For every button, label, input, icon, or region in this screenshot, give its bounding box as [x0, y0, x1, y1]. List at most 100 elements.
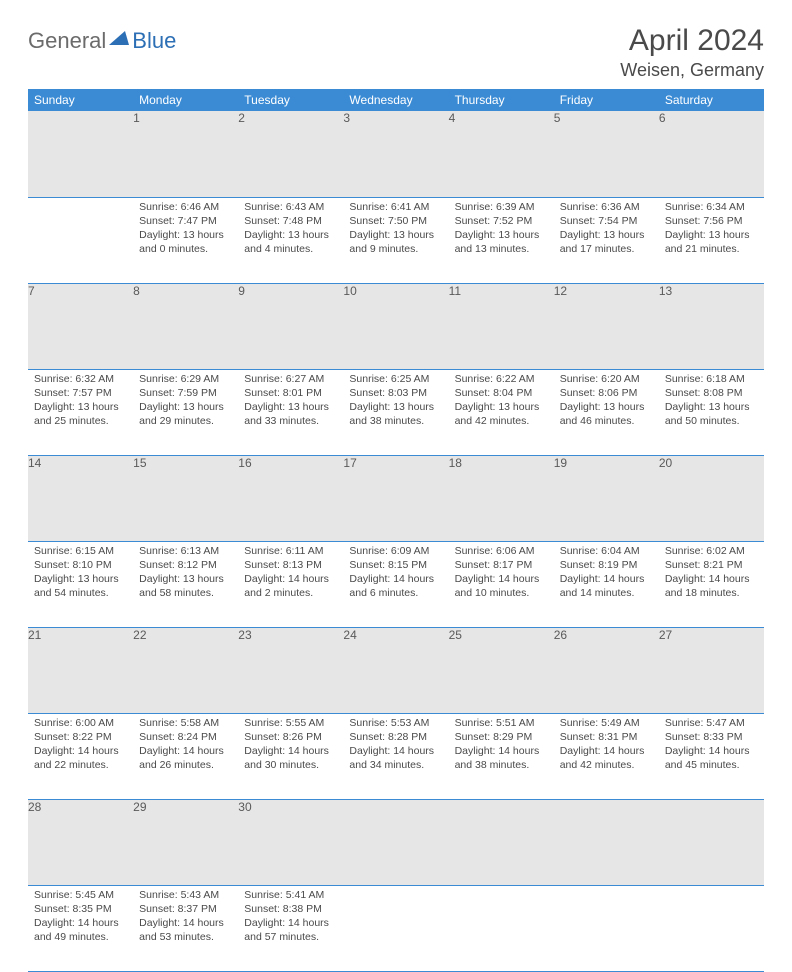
day-line-d1: Daylight: 14 hours — [34, 744, 127, 758]
day-content: Sunrise: 5:58 AMSunset: 8:24 PMDaylight:… — [133, 714, 238, 779]
day-line-d2: and 25 minutes. — [34, 414, 127, 428]
day-cell: Sunrise: 6:29 AMSunset: 7:59 PMDaylight:… — [133, 369, 238, 455]
day-number: 8 — [133, 283, 238, 369]
day-line-d1: Daylight: 14 hours — [455, 572, 548, 586]
day-number — [554, 799, 659, 885]
day-line-d1: Daylight: 13 hours — [34, 572, 127, 586]
day-number: 25 — [449, 627, 554, 713]
logo-triangle-icon — [109, 31, 129, 45]
day-line-ss: Sunset: 8:17 PM — [455, 558, 548, 572]
day-line-d1: Daylight: 14 hours — [34, 916, 127, 930]
day-line-sr: Sunrise: 6:22 AM — [455, 372, 548, 386]
day-content: Sunrise: 6:34 AMSunset: 7:56 PMDaylight:… — [659, 198, 764, 263]
day-line-ss: Sunset: 7:57 PM — [34, 386, 127, 400]
day-number: 13 — [659, 283, 764, 369]
day-content: Sunrise: 6:25 AMSunset: 8:03 PMDaylight:… — [343, 370, 448, 435]
day-line-d2: and 9 minutes. — [349, 242, 442, 256]
day-line-d1: Daylight: 13 hours — [139, 228, 232, 242]
day-line-d1: Daylight: 13 hours — [665, 228, 758, 242]
day-content: Sunrise: 6:32 AMSunset: 7:57 PMDaylight:… — [28, 370, 133, 435]
day-number — [449, 799, 554, 885]
day-line-d2: and 17 minutes. — [560, 242, 653, 256]
day-line-sr: Sunrise: 6:43 AM — [244, 200, 337, 214]
day-line-sr: Sunrise: 5:41 AM — [244, 888, 337, 902]
day-content: Sunrise: 6:04 AMSunset: 8:19 PMDaylight:… — [554, 542, 659, 607]
day-line-d1: Daylight: 13 hours — [349, 400, 442, 414]
day-line-sr: Sunrise: 5:45 AM — [34, 888, 127, 902]
day-content: Sunrise: 6:02 AMSunset: 8:21 PMDaylight:… — [659, 542, 764, 607]
day-cell: Sunrise: 6:11 AMSunset: 8:13 PMDaylight:… — [238, 541, 343, 627]
day-cell: Sunrise: 6:04 AMSunset: 8:19 PMDaylight:… — [554, 541, 659, 627]
day-number: 29 — [133, 799, 238, 885]
day-line-d2: and 0 minutes. — [139, 242, 232, 256]
day-line-d1: Daylight: 13 hours — [560, 228, 653, 242]
day-content: Sunrise: 6:22 AMSunset: 8:04 PMDaylight:… — [449, 370, 554, 435]
day-content: Sunrise: 5:53 AMSunset: 8:28 PMDaylight:… — [343, 714, 448, 779]
day-line-d1: Daylight: 14 hours — [665, 572, 758, 586]
week-row: Sunrise: 6:32 AMSunset: 7:57 PMDaylight:… — [28, 369, 764, 455]
day-line-sr: Sunrise: 6:11 AM — [244, 544, 337, 558]
day-number: 26 — [554, 627, 659, 713]
day-number: 1 — [133, 111, 238, 197]
day-line-sr: Sunrise: 6:29 AM — [139, 372, 232, 386]
day-cell: Sunrise: 6:34 AMSunset: 7:56 PMDaylight:… — [659, 197, 764, 283]
day-number: 14 — [28, 455, 133, 541]
day-line-sr: Sunrise: 6:34 AM — [665, 200, 758, 214]
day-line-d2: and 42 minutes. — [560, 758, 653, 772]
day-number: 10 — [343, 283, 448, 369]
day-cell: Sunrise: 5:49 AMSunset: 8:31 PMDaylight:… — [554, 713, 659, 799]
day-line-d2: and 33 minutes. — [244, 414, 337, 428]
day-number — [343, 799, 448, 885]
day-line-d1: Daylight: 13 hours — [665, 400, 758, 414]
calendar-body: 123456Sunrise: 6:46 AMSunset: 7:47 PMDay… — [28, 111, 764, 971]
day-line-sr: Sunrise: 6:20 AM — [560, 372, 653, 386]
day-cell — [659, 885, 764, 971]
day-number: 22 — [133, 627, 238, 713]
day-line-sr: Sunrise: 5:58 AM — [139, 716, 232, 730]
day-line-d1: Daylight: 14 hours — [560, 572, 653, 586]
weekday-header: Friday — [554, 89, 659, 111]
day-content: Sunrise: 5:43 AMSunset: 8:37 PMDaylight:… — [133, 886, 238, 951]
day-line-d1: Daylight: 13 hours — [349, 228, 442, 242]
day-number: 4 — [449, 111, 554, 197]
day-cell: Sunrise: 5:45 AMSunset: 8:35 PMDaylight:… — [28, 885, 133, 971]
day-line-sr: Sunrise: 6:27 AM — [244, 372, 337, 386]
day-line-d1: Daylight: 14 hours — [349, 572, 442, 586]
day-number: 6 — [659, 111, 764, 197]
day-line-d1: Daylight: 14 hours — [139, 916, 232, 930]
day-content: Sunrise: 6:46 AMSunset: 7:47 PMDaylight:… — [133, 198, 238, 263]
weekday-header: Tuesday — [238, 89, 343, 111]
daynum-row: 14151617181920 — [28, 455, 764, 541]
day-cell — [554, 885, 659, 971]
day-number — [28, 111, 133, 197]
day-content: Sunrise: 6:29 AMSunset: 7:59 PMDaylight:… — [133, 370, 238, 435]
day-number: 7 — [28, 283, 133, 369]
day-cell: Sunrise: 5:51 AMSunset: 8:29 PMDaylight:… — [449, 713, 554, 799]
day-line-ss: Sunset: 7:50 PM — [349, 214, 442, 228]
day-content: Sunrise: 6:41 AMSunset: 7:50 PMDaylight:… — [343, 198, 448, 263]
day-line-d1: Daylight: 14 hours — [244, 572, 337, 586]
day-line-d2: and 49 minutes. — [34, 930, 127, 944]
day-line-ss: Sunset: 7:56 PM — [665, 214, 758, 228]
week-row: Sunrise: 6:15 AMSunset: 8:10 PMDaylight:… — [28, 541, 764, 627]
day-number — [659, 799, 764, 885]
day-cell: Sunrise: 6:22 AMSunset: 8:04 PMDaylight:… — [449, 369, 554, 455]
day-line-sr: Sunrise: 6:09 AM — [349, 544, 442, 558]
day-line-d2: and 22 minutes. — [34, 758, 127, 772]
day-line-d2: and 42 minutes. — [455, 414, 548, 428]
day-cell: Sunrise: 6:32 AMSunset: 7:57 PMDaylight:… — [28, 369, 133, 455]
day-content: Sunrise: 6:18 AMSunset: 8:08 PMDaylight:… — [659, 370, 764, 435]
day-cell — [449, 885, 554, 971]
logo-text-blue: Blue — [132, 28, 176, 54]
calendar-head: SundayMondayTuesdayWednesdayThursdayFrid… — [28, 89, 764, 111]
day-cell: Sunrise: 6:20 AMSunset: 8:06 PMDaylight:… — [554, 369, 659, 455]
day-line-ss: Sunset: 7:47 PM — [139, 214, 232, 228]
day-line-ss: Sunset: 8:31 PM — [560, 730, 653, 744]
day-line-d2: and 45 minutes. — [665, 758, 758, 772]
day-content: Sunrise: 6:00 AMSunset: 8:22 PMDaylight:… — [28, 714, 133, 779]
weekday-header: Monday — [133, 89, 238, 111]
day-line-ss: Sunset: 8:28 PM — [349, 730, 442, 744]
day-cell: Sunrise: 6:09 AMSunset: 8:15 PMDaylight:… — [343, 541, 448, 627]
day-number: 5 — [554, 111, 659, 197]
day-content: Sunrise: 5:51 AMSunset: 8:29 PMDaylight:… — [449, 714, 554, 779]
